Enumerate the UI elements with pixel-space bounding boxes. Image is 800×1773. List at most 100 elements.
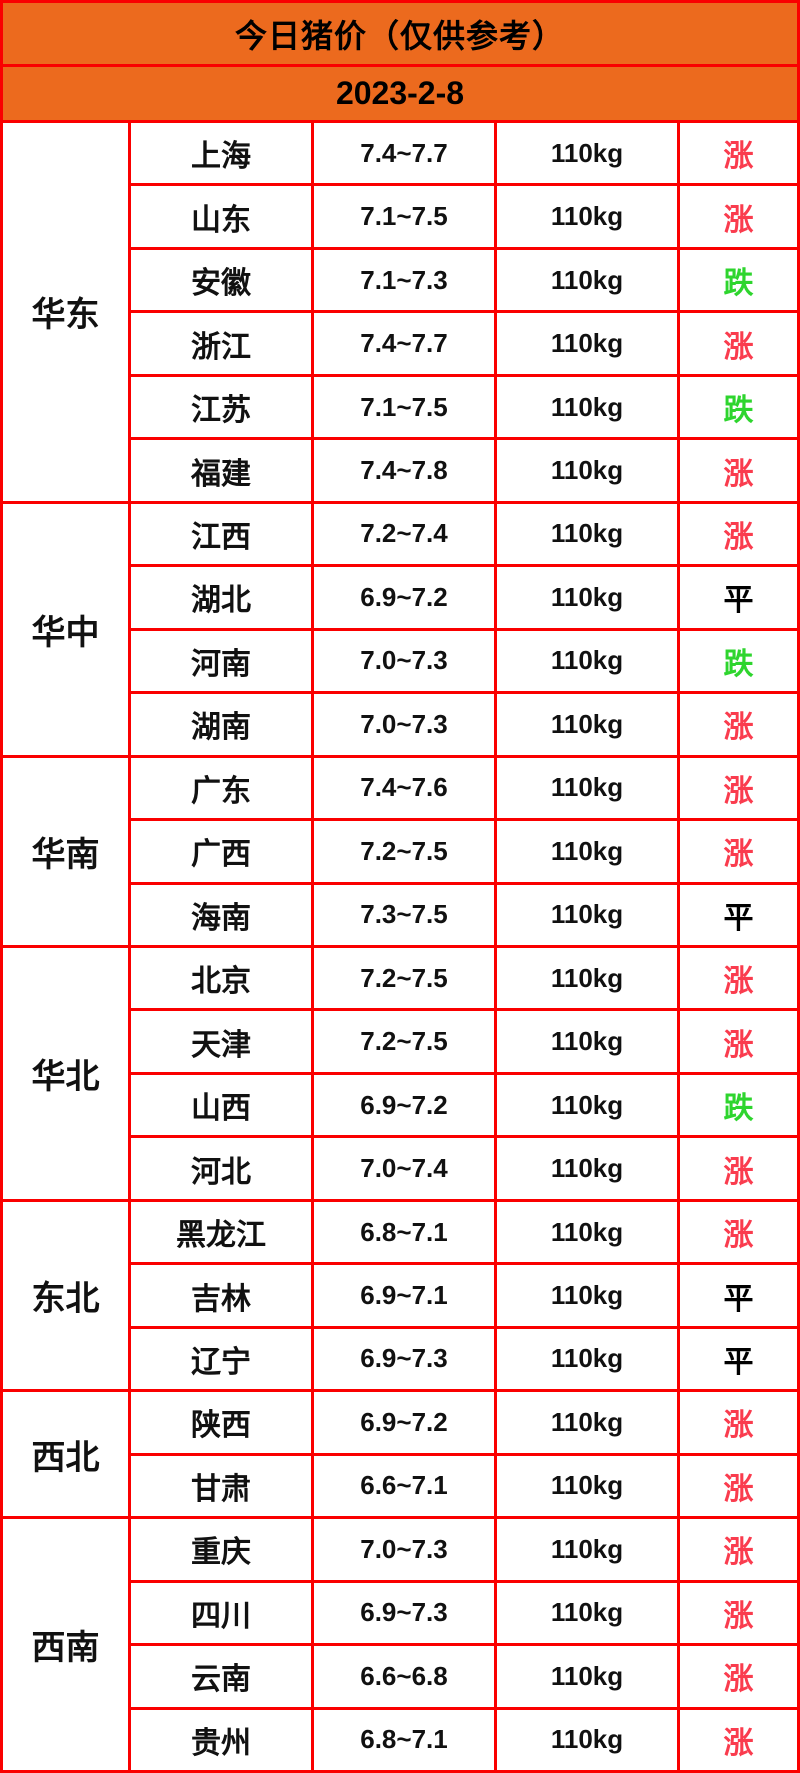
province-cell: 吉林 <box>131 1265 311 1326</box>
weight-cell: 110kg <box>497 1201 677 1263</box>
weight-cell: 110kg <box>497 821 677 882</box>
region-cell: 华中 <box>3 503 128 755</box>
weight-cell: 110kg <box>497 440 677 501</box>
price-cell: 7.2~7.5 <box>314 1011 494 1072</box>
trend-cell: 涨 <box>680 123 797 184</box>
weight-cell: 110kg <box>497 313 677 374</box>
trend-cell: 平 <box>680 1328 797 1390</box>
price-cell: 7.3~7.5 <box>314 884 494 945</box>
weight-cell: 110kg <box>497 884 677 945</box>
trend-cell: 平 <box>680 1265 797 1326</box>
price-cell: 6.9~7.1 <box>314 1265 494 1326</box>
province-cell: 重庆 <box>131 1519 311 1580</box>
price-cell: 7.2~7.5 <box>314 821 494 882</box>
price-cell: 6.9~7.2 <box>314 1392 494 1453</box>
price-cell: 6.9~7.3 <box>314 1582 494 1644</box>
trend-cell: 涨 <box>680 186 797 247</box>
province-cell: 湖北 <box>131 567 311 628</box>
weight-cell: 110kg <box>497 948 677 1009</box>
price-cell: 7.0~7.4 <box>314 1138 494 1199</box>
price-cell: 7.1~7.5 <box>314 376 494 438</box>
price-cell: 6.8~7.1 <box>314 1709 494 1770</box>
weight-cell: 110kg <box>497 1328 677 1390</box>
trend-cell: 涨 <box>680 1455 797 1517</box>
price-cell: 7.0~7.3 <box>314 694 494 755</box>
trend-cell: 涨 <box>680 1519 797 1580</box>
weight-cell: 110kg <box>497 1265 677 1326</box>
province-cell: 陕西 <box>131 1392 311 1453</box>
weight-cell: 110kg <box>497 630 677 692</box>
price-cell: 6.8~7.1 <box>314 1201 494 1263</box>
province-cell: 北京 <box>131 948 311 1009</box>
trend-cell: 跌 <box>680 249 797 311</box>
region-cell: 东北 <box>3 1201 128 1390</box>
weight-cell: 110kg <box>497 1392 677 1453</box>
weight-cell: 110kg <box>497 1074 677 1136</box>
province-cell: 河北 <box>131 1138 311 1199</box>
trend-cell: 涨 <box>680 694 797 755</box>
price-cell: 6.9~7.2 <box>314 567 494 628</box>
province-cell: 黑龙江 <box>131 1201 311 1263</box>
province-cell: 安徽 <box>131 249 311 311</box>
province-cell: 广西 <box>131 821 311 882</box>
province-cell: 贵州 <box>131 1709 311 1770</box>
region-cell: 西南 <box>3 1519 128 1770</box>
province-cell: 浙江 <box>131 313 311 374</box>
price-cell: 7.4~7.7 <box>314 123 494 184</box>
province-cell: 山东 <box>131 186 311 247</box>
province-cell: 河南 <box>131 630 311 692</box>
price-cell: 6.9~7.2 <box>314 1074 494 1136</box>
trend-cell: 平 <box>680 567 797 628</box>
weight-cell: 110kg <box>497 567 677 628</box>
trend-cell: 涨 <box>680 503 797 565</box>
price-cell: 7.0~7.3 <box>314 1519 494 1580</box>
trend-cell: 涨 <box>680 1138 797 1199</box>
region-cell: 华南 <box>3 757 128 945</box>
province-cell: 广东 <box>131 757 311 819</box>
trend-cell: 涨 <box>680 1582 797 1644</box>
weight-cell: 110kg <box>497 1519 677 1580</box>
province-cell: 福建 <box>131 440 311 501</box>
province-cell: 山西 <box>131 1074 311 1136</box>
price-cell: 7.4~7.7 <box>314 313 494 374</box>
price-table: 华东 上海 7.4~7.7 110kg 涨山东 7.1~7.5 110kg 涨安徽 7.1~7.… <box>3 123 797 1770</box>
province-cell: 天津 <box>131 1011 311 1072</box>
province-cell: 海南 <box>131 884 311 945</box>
trend-cell: 涨 <box>680 757 797 819</box>
province-cell: 湖南 <box>131 694 311 755</box>
province-cell: 甘肃 <box>131 1455 311 1517</box>
price-cell: 6.6~6.8 <box>314 1646 494 1707</box>
trend-cell: 跌 <box>680 1074 797 1136</box>
date-label: 2023-2-8 <box>3 67 797 123</box>
trend-cell: 平 <box>680 884 797 945</box>
trend-cell: 涨 <box>680 1709 797 1770</box>
weight-cell: 110kg <box>497 249 677 311</box>
page-title: 今日猪价（仅供参考） <box>3 3 797 67</box>
price-cell: 6.9~7.3 <box>314 1328 494 1390</box>
weight-cell: 110kg <box>497 376 677 438</box>
weight-cell: 110kg <box>497 1709 677 1770</box>
weight-cell: 110kg <box>497 1646 677 1707</box>
price-cell: 7.1~7.5 <box>314 186 494 247</box>
price-cell: 7.2~7.4 <box>314 503 494 565</box>
price-cell: 7.2~7.5 <box>314 948 494 1009</box>
province-cell: 云南 <box>131 1646 311 1707</box>
trend-cell: 涨 <box>680 440 797 501</box>
weight-cell: 110kg <box>497 1138 677 1199</box>
trend-cell: 涨 <box>680 1011 797 1072</box>
province-cell: 四川 <box>131 1582 311 1644</box>
price-cell: 7.1~7.3 <box>314 249 494 311</box>
price-cell: 7.0~7.3 <box>314 630 494 692</box>
region-cell: 华东 <box>3 123 128 501</box>
weight-cell: 110kg <box>497 123 677 184</box>
weight-cell: 110kg <box>497 694 677 755</box>
trend-cell: 涨 <box>680 1392 797 1453</box>
weight-cell: 110kg <box>497 1011 677 1072</box>
trend-cell: 涨 <box>680 1646 797 1707</box>
weight-cell: 110kg <box>497 1582 677 1644</box>
price-cell: 7.4~7.6 <box>314 757 494 819</box>
weight-cell: 110kg <box>497 503 677 565</box>
weight-cell: 110kg <box>497 186 677 247</box>
weight-cell: 110kg <box>497 1455 677 1517</box>
